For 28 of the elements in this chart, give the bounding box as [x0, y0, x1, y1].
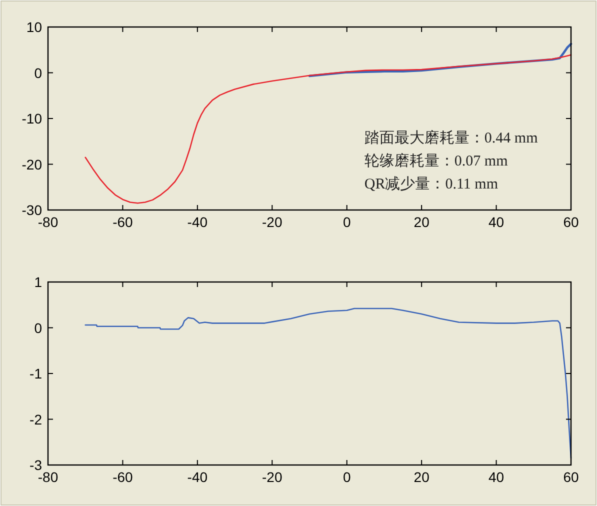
line-series	[308, 42, 572, 78]
x-tick-label: 0	[342, 469, 351, 485]
annotation: 踏面最大磨耗量：0.44 mm	[364, 129, 538, 146]
y-tick-label: -10	[22, 110, 42, 126]
annotation: 轮缘磨耗量：0.07 mm	[364, 152, 508, 170]
x-tick-label: 60	[563, 469, 579, 485]
x-tick-label: -40	[187, 469, 208, 485]
y-tick-label: -1	[30, 366, 42, 382]
annotation: QR减少量：0.11 mm	[364, 175, 498, 192]
x-tick-label: -20	[262, 469, 282, 485]
y-tick-label: 0	[34, 320, 42, 336]
x-tick-label: -20	[262, 214, 282, 230]
y-tick-label: -20	[22, 156, 42, 172]
x-tick-label: 40	[488, 214, 504, 230]
line-series	[84, 54, 572, 204]
x-tick-label: -60	[112, 469, 134, 485]
x-tick-label: 20	[414, 214, 430, 230]
x-tick-label: 60	[563, 214, 579, 230]
x-tick-label: 20	[414, 469, 430, 485]
y-tick-label: 10	[26, 19, 42, 35]
x-tick-label: 40	[488, 469, 504, 485]
x-tick-label: -60	[112, 214, 134, 230]
line-series	[84, 308, 572, 459]
y-tick-label: -2	[30, 411, 42, 428]
x-tick-label: 0	[342, 214, 351, 230]
x-tick-label: -40	[187, 214, 208, 230]
y-tick-label: 1	[34, 274, 42, 290]
y-tick-label: 0	[34, 64, 42, 81]
